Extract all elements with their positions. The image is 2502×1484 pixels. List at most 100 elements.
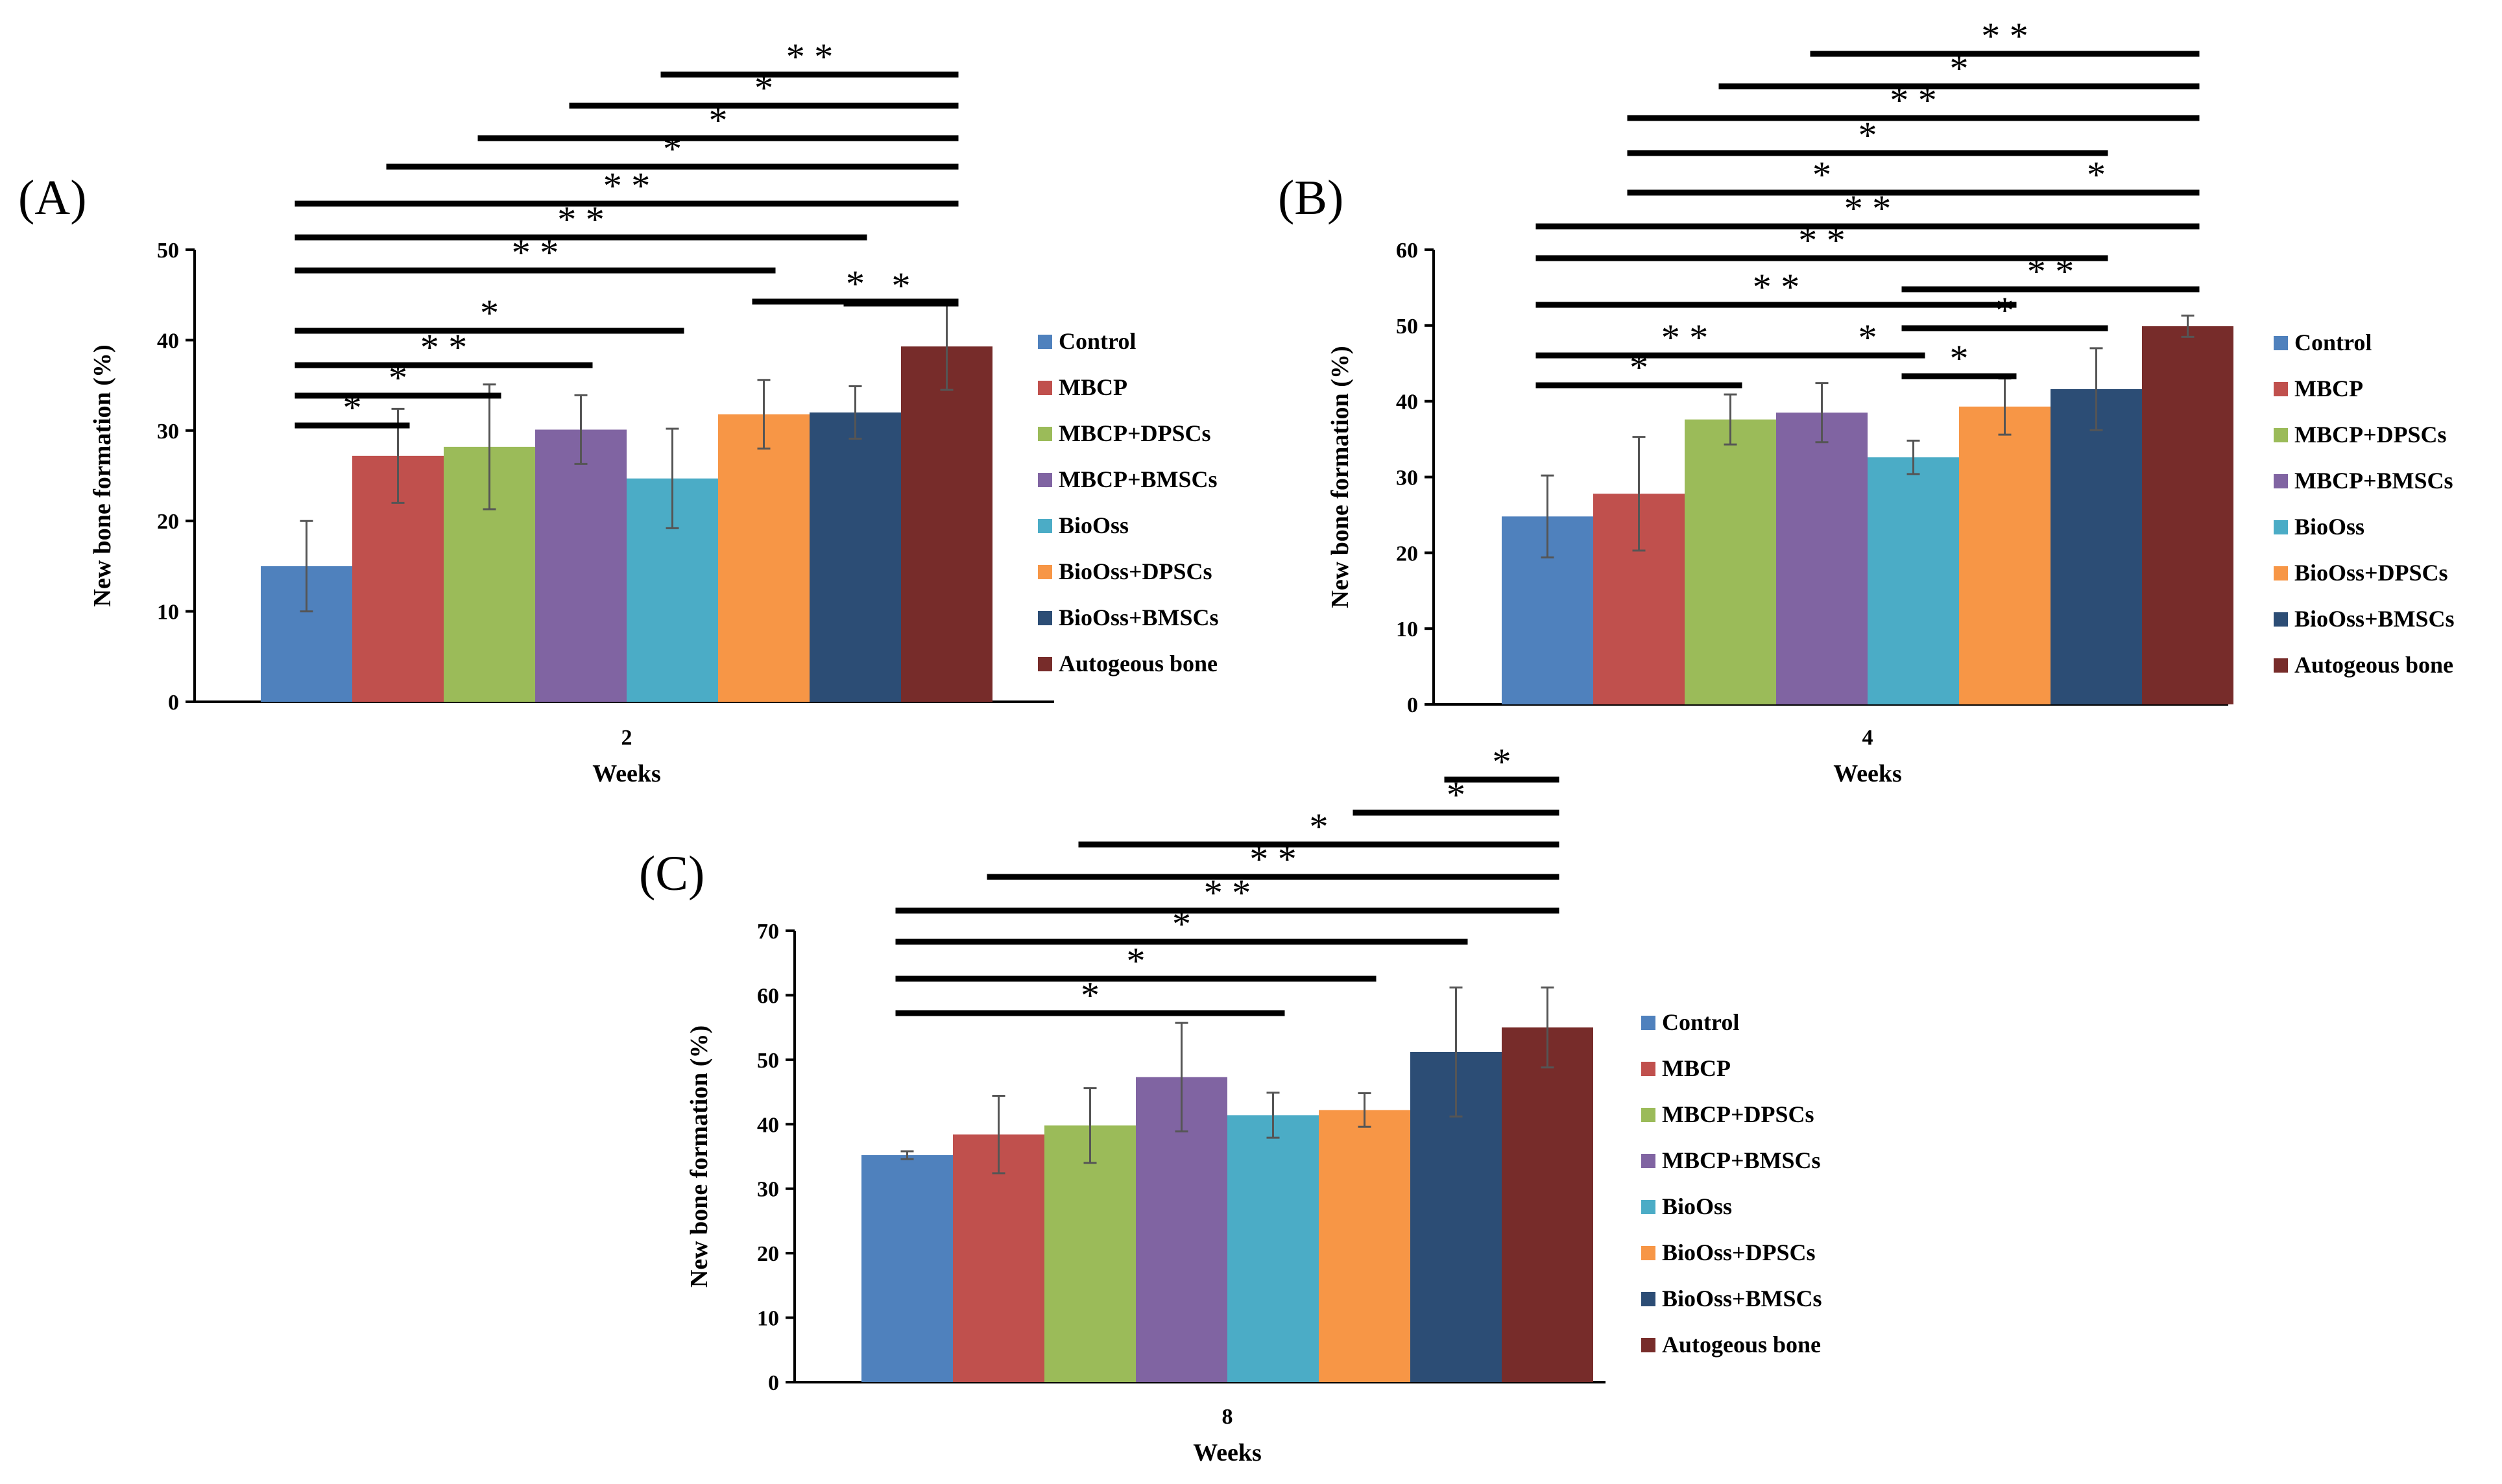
significance-marker: * * (1890, 79, 1937, 121)
bar-autogeous-bone (901, 346, 992, 702)
bar-biooss (1868, 457, 1959, 704)
legend-entry: MBCP+BMSCs (2294, 468, 2453, 494)
legend-swatch (2274, 658, 2288, 673)
significance-marker: * (480, 292, 499, 334)
chart-panel-2: (B) 0 10 20 30 40 50 60 New bone formation (%) 4 W… (1278, 15, 2455, 787)
significance-marker: * (663, 128, 682, 170)
panel-label: (C) (639, 846, 704, 901)
legend-swatch (1641, 1062, 1655, 1076)
legend-entry: BioOss+BMSCs (1059, 604, 1219, 630)
legend-entry: BioOss (2294, 514, 2364, 540)
legend-swatch (1641, 1246, 1655, 1260)
y-tick-label: 40 (157, 329, 179, 353)
y-tick-label: 0 (768, 1371, 779, 1395)
legend-swatch (2274, 612, 2288, 627)
y-tick-label: 60 (757, 984, 779, 1008)
legend-swatch (2274, 428, 2288, 442)
significance-marker: * (1950, 337, 1969, 379)
bar-mbcp-bmscs (1776, 413, 1868, 704)
legend-entry: Control (1059, 328, 1136, 354)
legend-swatch (2274, 382, 2288, 396)
x-tick-label: 2 (621, 726, 632, 750)
y-tick-label: 10 (757, 1307, 779, 1331)
significance-marker: * * (786, 36, 834, 78)
bar-mbcp-dpscs (1685, 419, 1776, 704)
significance-marker: * (2087, 154, 2106, 196)
bar-biooss-dpscs (1959, 406, 2051, 704)
significance-marker: * (1172, 903, 1191, 945)
y-tick-label: 50 (1396, 315, 1418, 339)
legend-entry: BioOss+DPSCs (1059, 558, 1212, 584)
legend-entry: MBCP+DPSCs (1059, 420, 1211, 446)
y-tick-label: 50 (157, 239, 179, 263)
y-tick-label: 10 (157, 601, 179, 625)
legend-swatch (1038, 611, 1052, 625)
y-tick-label: 40 (757, 1113, 779, 1137)
legend-entry: BioOss+DPSCs (1662, 1239, 1816, 1265)
y-tick-label: 30 (157, 420, 179, 444)
significance-marker: * * (1844, 187, 1892, 230)
legend-entry: Autogeous bone (2294, 652, 2453, 678)
significance-marker: * * (1798, 219, 1846, 261)
legend-swatch (1641, 1292, 1655, 1306)
x-axis-title: Weeks (592, 760, 661, 787)
y-tick-label: 50 (757, 1049, 779, 1073)
significance-marker: * (1447, 774, 1465, 816)
legend-swatch (2274, 336, 2288, 350)
y-tick-label: 20 (757, 1242, 779, 1266)
significance-marker: * * (1204, 872, 1251, 914)
legend-swatch (2274, 474, 2288, 488)
legend-entry: MBCP+DPSCs (2294, 422, 2447, 448)
y-tick-label: 10 (1396, 617, 1418, 641)
legend-swatch (1641, 1338, 1655, 1352)
y-tick-label: 30 (1396, 466, 1418, 490)
significance-marker: * * (420, 326, 468, 368)
significance-marker: * (343, 387, 362, 429)
y-tick-label: 20 (157, 510, 179, 534)
y-tick-label: 0 (1407, 693, 1418, 717)
bar-autogeous-bone (2142, 326, 2233, 704)
legend-swatch (1038, 473, 1052, 487)
significance-marker: * * (1981, 15, 2028, 57)
legend-swatch (1641, 1108, 1655, 1122)
y-tick-label: 40 (1396, 390, 1418, 414)
significance-marker: * * (1249, 838, 1297, 880)
legend-swatch (1641, 1200, 1655, 1214)
bar-biooss (1227, 1115, 1319, 1382)
legend-entry: BioOss+BMSCs (1662, 1286, 1822, 1311)
significance-marker: * * (2027, 250, 2075, 293)
panel-label: (B) (1278, 171, 1343, 225)
legend-entry: Autogeous bone (1059, 651, 1218, 676)
legend-swatch (1641, 1154, 1655, 1168)
significance-marker: * (1812, 154, 1831, 196)
legend-entry: Control (1662, 1009, 1739, 1035)
significance-marker: * (1858, 317, 1877, 359)
legend-entry: BioOss+BMSCs (2294, 606, 2455, 632)
y-tick-label: 30 (757, 1178, 779, 1202)
significance-marker: * (846, 263, 865, 305)
y-axis-title: New bone formation (%) (89, 344, 116, 606)
legend-swatch (1038, 519, 1052, 533)
significance-marker: * (1630, 346, 1648, 389)
chart-panel-3: (C) 0 10 20 30 40 50 60 70 New bone formation (%)… (639, 741, 1822, 1466)
y-tick-label: 20 (1396, 542, 1418, 566)
legend-entry: BioOss+DPSCs (2294, 560, 2448, 586)
y-tick-label: 0 (168, 691, 179, 715)
bar-biooss-bmscs (810, 412, 901, 702)
legend-entry: BioOss (1059, 512, 1129, 538)
legend-entry: MBCP+BMSCs (1662, 1147, 1821, 1173)
legend-entry: MBCP (2294, 376, 2363, 401)
significance-marker: * (754, 67, 773, 109)
legend-swatch (1038, 427, 1052, 441)
bar-biooss-dpscs (1319, 1110, 1410, 1382)
x-axis-title: Weeks (1193, 1439, 1262, 1466)
y-axis-title: New bone formation (%) (1327, 346, 1354, 608)
legend-swatch (1038, 381, 1052, 395)
significance-marker: * (1858, 114, 1877, 156)
bar-mbcp (953, 1134, 1044, 1382)
bar-mbcp-dpscs (1044, 1125, 1136, 1382)
legend-entry: MBCP (1059, 374, 1127, 400)
legend-entry: Autogeous bone (1662, 1332, 1821, 1358)
bar-biooss-dpscs (718, 414, 810, 702)
